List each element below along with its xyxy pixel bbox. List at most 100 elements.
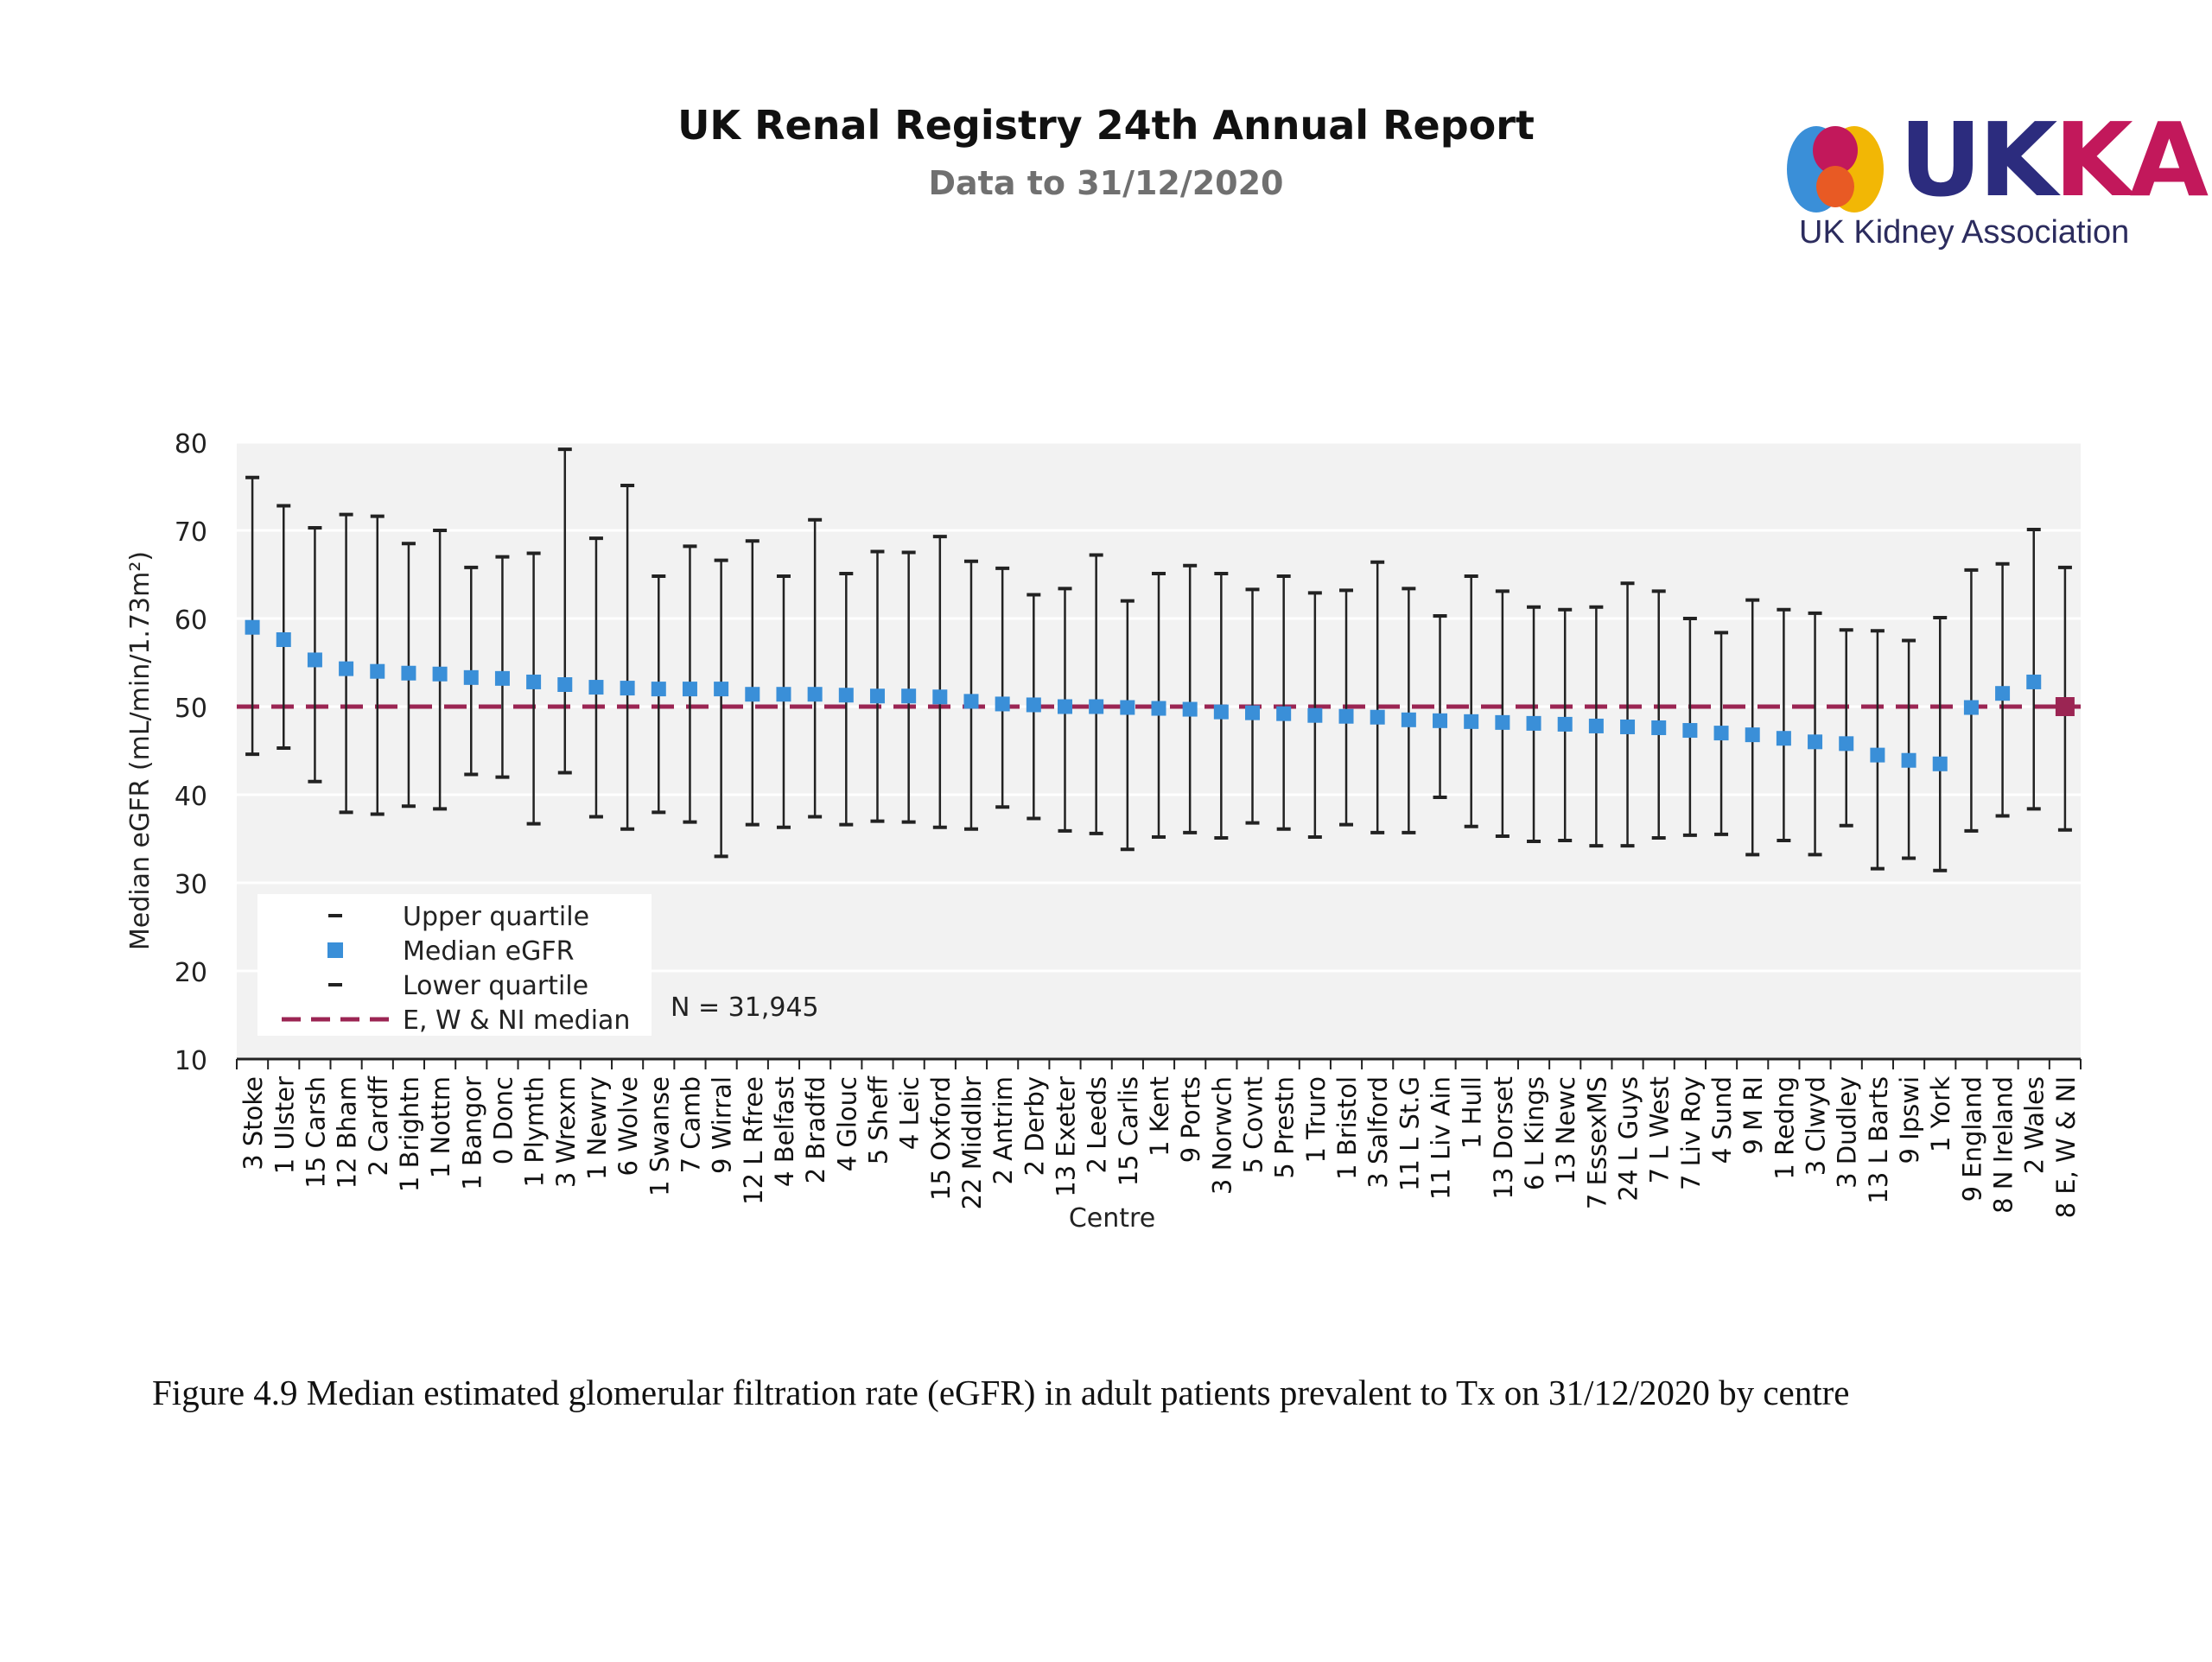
median-point [1026,697,1041,713]
x-tick-label: 9 Ports [1176,1076,1205,1163]
x-tick-label: 2 Cardff [364,1075,393,1177]
logo-wordmark: UKKA [1899,100,2209,219]
x-tick-label: 13 L Barts [1864,1076,1893,1204]
y-tick-label: 30 [175,870,207,900]
median-point [1276,706,1292,721]
y-tick-label: 60 [175,606,207,636]
y-tick-label: 40 [175,782,207,812]
median-point [1120,700,1135,715]
legend-upper-quartile-label: Upper quartile [403,902,589,932]
median-point [1713,726,1729,741]
x-tick-label: 1 Bangor [457,1076,486,1190]
median-point [1464,714,1479,729]
median-point [838,688,854,703]
x-tick-label: 15 Carsh [301,1076,330,1189]
x-tick-label: 2 Leeds [1083,1076,1112,1174]
logo-organisation-name: UK Kidney Association [1799,214,2130,251]
x-tick-label: 15 Carlis [1114,1076,1143,1186]
x-tick-label: 1 Ulster [270,1076,299,1174]
median-point [1245,705,1261,720]
x-tick-label: 11 L St.G [1395,1076,1424,1191]
legend-box [257,894,652,1036]
x-tick-label: 2 Derby [1020,1076,1049,1176]
median-point [1370,709,1385,725]
median-point [1995,686,2011,701]
x-tick-label: 7 EssexMS [1582,1076,1611,1209]
median-point [745,687,760,702]
median-point [370,663,385,679]
median-point [1338,708,1354,724]
median-point [651,682,666,697]
median-point [245,619,260,635]
median-point [1870,747,1885,763]
x-tick-label: 1 York [1926,1076,1955,1152]
x-tick-label: 5 Prestn [1270,1076,1300,1179]
median-point [1495,714,1510,730]
median-point [1307,707,1323,723]
x-tick-label: 6 Wolve [613,1076,643,1176]
legend-lower-quartile-label: Lower quartile [403,971,588,1001]
median-point [307,652,322,668]
x-tick-label: 9 England [1957,1076,1986,1202]
x-tick-label: 12 L Rfree [739,1076,768,1205]
y-tick-label: 70 [175,517,207,548]
sample-size-annotation: N = 31,945 [671,993,819,1023]
ukka-logo: UKKA UK Kidney Association [1780,100,2209,266]
x-tick-label: 12 Bham [333,1076,362,1189]
median-point [1651,720,1667,735]
median-point [1588,718,1604,733]
y-tick-label: 80 [175,429,207,460]
x-tick-label: 13 Dorset [1489,1076,1518,1199]
x-tick-label: 0 Donc [488,1076,518,1164]
x-tick-label: 1 Swanse [645,1076,674,1196]
x-tick-label: 13 Exeter [1051,1076,1080,1197]
median-point [1401,712,1416,727]
x-tick-label: 1 Truro [1301,1076,1331,1163]
x-tick-label: 5 Sheff [863,1075,893,1164]
median-point [401,665,416,681]
median-point [714,682,729,697]
x-tick-label: 1 Bristol [1332,1076,1362,1180]
logo-wordmark-ka: KA [2054,100,2209,219]
x-tick-label: 1 Plymth [520,1076,550,1187]
median-point [1745,727,1760,743]
median-point [1057,699,1072,714]
median-point [1620,719,1636,734]
x-tick-label: 13 Newc [1551,1076,1580,1184]
x-tick-label: 4 Sund [1707,1076,1737,1164]
median-point [1808,734,1823,750]
kidney-logo-icon [1787,126,1884,213]
median-point [1526,715,1541,731]
x-tick-label: 7 Liv Roy [1676,1076,1706,1190]
x-tick-label: 4 Belfast [770,1076,799,1187]
x-tick-label: 8 N Ireland [1989,1076,2018,1214]
x-tick-label: 1 Hull [1458,1076,1487,1149]
x-tick-label: 2 Antrim [988,1076,1018,1185]
x-tick-label: 5 Covnt [1239,1076,1268,1174]
report-title: UK Renal Registry 24th Annual Report [677,102,1535,149]
x-tick-label: 9 Wirral [708,1076,737,1174]
median-point [901,688,917,704]
x-axis-title: Centre [1069,1203,1155,1234]
y-tick-label: 50 [175,694,207,724]
median-point [557,677,573,692]
x-tick-label: 3 Norwch [1207,1076,1236,1195]
legend-median-swatch [327,942,343,958]
x-tick-label: 2 Bradfd [801,1076,830,1183]
median-point [1151,701,1166,716]
x-tick-label: 8 E, W & NI [2051,1076,2081,1218]
x-tick-label: 1 Redng [1770,1076,1799,1180]
median-point [620,681,635,696]
x-tick-label: 3 Stoke [238,1076,268,1170]
x-tick-label: 24 L Guys [1614,1076,1643,1202]
x-tick-label: 7 L West [1645,1076,1675,1183]
median-point [1557,716,1573,732]
x-tick-label: 1 Brightn [395,1076,424,1192]
median-point [1213,704,1229,720]
median-point [1776,731,1791,746]
median-point [807,687,823,702]
x-tick-label: 3 Wrexm [551,1076,581,1188]
legend-median-label: Median eGFR [403,936,574,967]
